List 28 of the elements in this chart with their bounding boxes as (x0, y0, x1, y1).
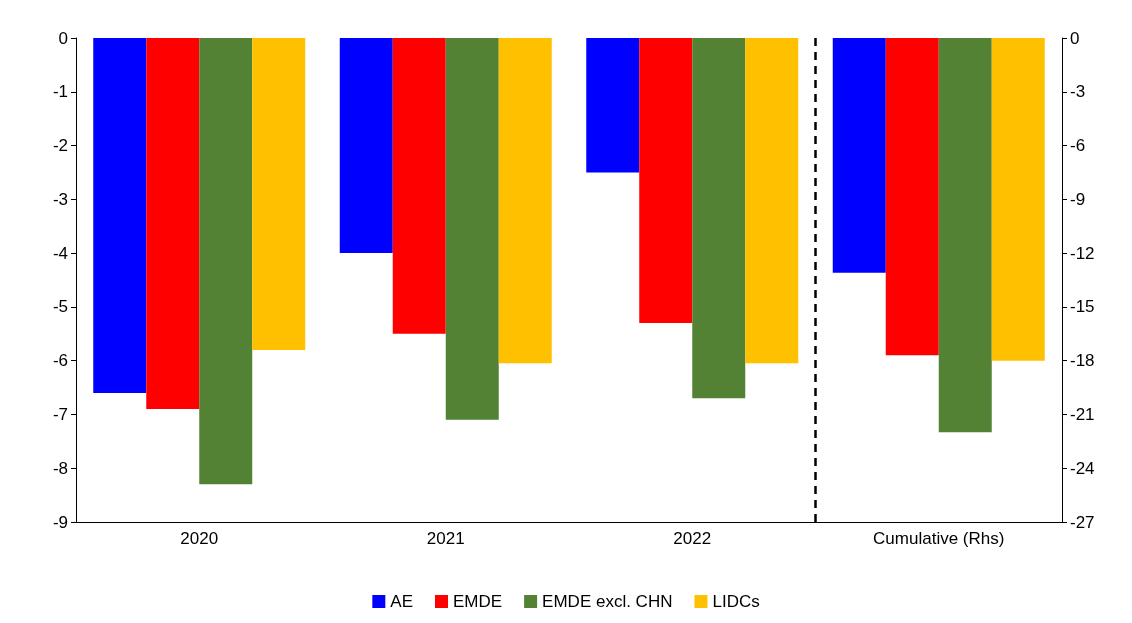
legend-label: AE (390, 592, 413, 611)
y-tick-label: 0 (58, 28, 68, 48)
legend-label: EMDE excl. CHN (542, 592, 673, 611)
x-tick-label: 2021 (426, 529, 465, 548)
y2-tick-label: -15 (1070, 297, 1095, 317)
y2-tick-label: -24 (1070, 458, 1095, 478)
y-tick-label: -4 (52, 243, 68, 263)
y-tick-label: -5 (52, 297, 68, 317)
y2-tick-label: -9 (1070, 189, 1086, 209)
y2-tick-label: -12 (1070, 243, 1095, 263)
y2-tick-label: 0 (1070, 28, 1080, 48)
x-tick-label: Cumulative (Rhs) (873, 529, 1005, 548)
y-tick-label: -6 (52, 351, 68, 371)
y-tick-label: -1 (52, 82, 68, 102)
y-tick-label: -8 (52, 458, 68, 478)
y-tick-label: -3 (52, 189, 68, 209)
y-tick-label: -2 (52, 136, 68, 156)
y-tick-label: -7 (52, 404, 68, 424)
x-tick-label: 2022 (673, 529, 712, 548)
y-tick-label: -9 (52, 512, 68, 532)
y2-tick-label: -6 (1070, 136, 1086, 156)
y2-tick-label: -27 (1070, 512, 1095, 532)
x-tick-label: 2020 (180, 529, 219, 548)
legend-label: LIDCs (712, 592, 760, 611)
y2-tick-label: -21 (1070, 404, 1095, 424)
y2-tick-label: -3 (1070, 82, 1086, 102)
y2-tick-label: -18 (1070, 351, 1095, 371)
legend-label: EMDE (452, 592, 503, 611)
